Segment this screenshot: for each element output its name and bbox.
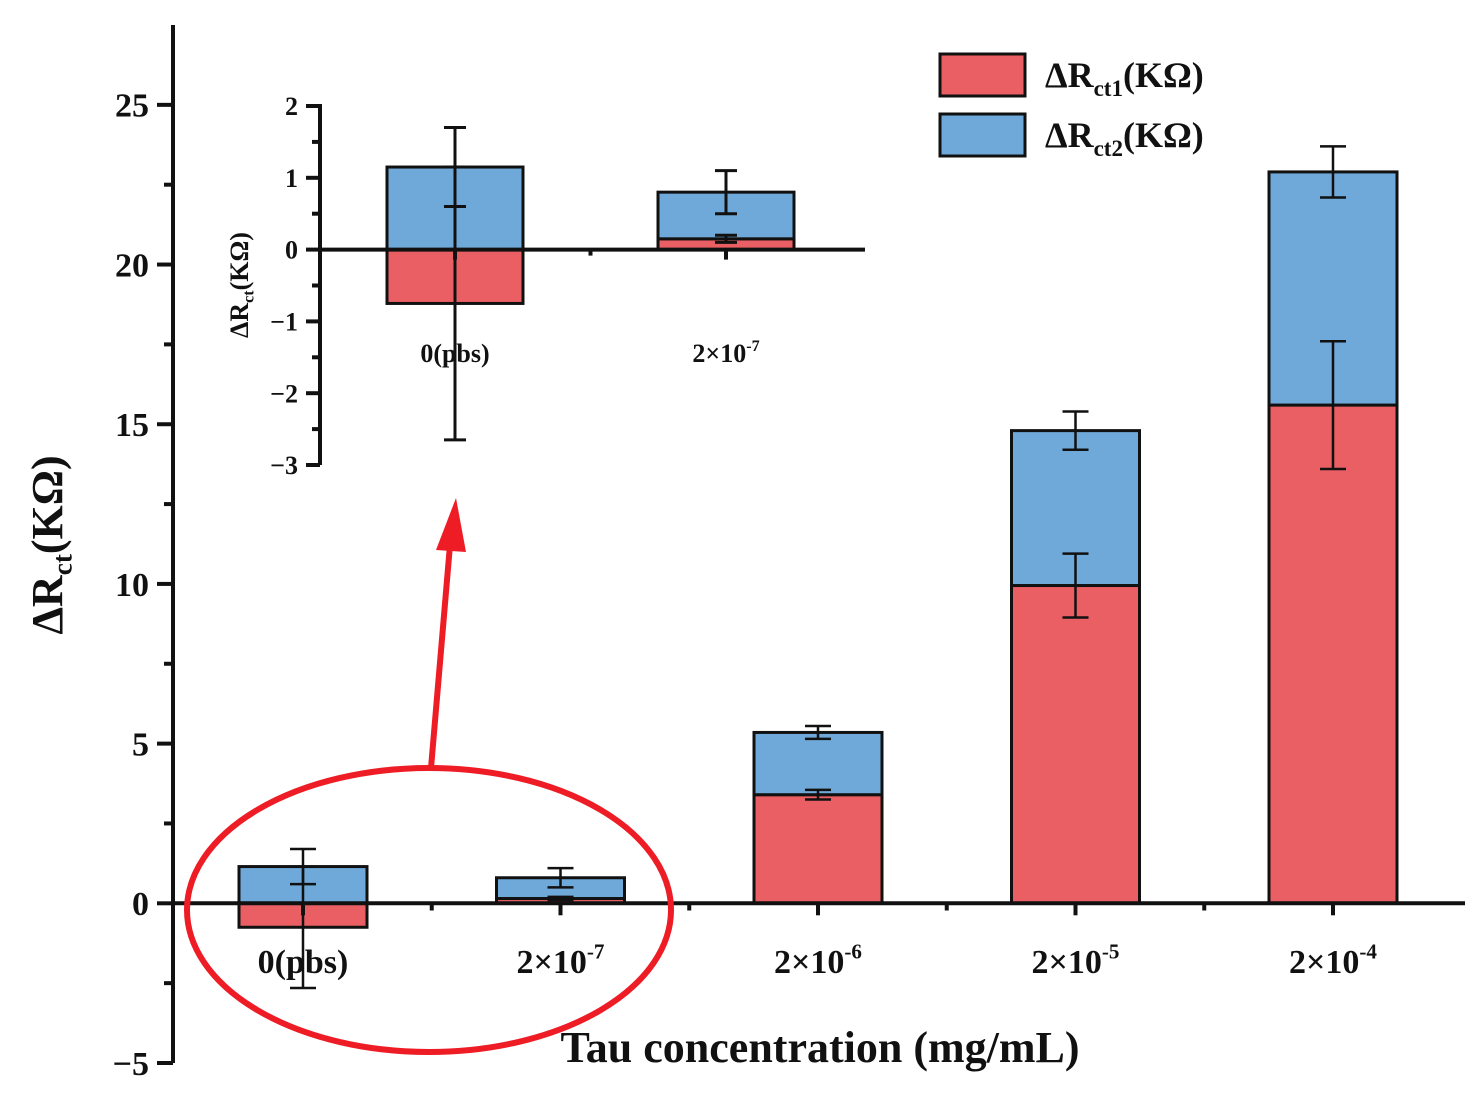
legend: ΔRct1(KΩ) ΔRct2(KΩ) [938, 52, 1204, 161]
main-category-label-3: 2×10-5 [1032, 940, 1120, 981]
inset-category-label-0: 0(pbs) [420, 339, 489, 368]
legend-swatch-1 [938, 52, 1027, 98]
main-errorbar-ct2-3 [1062, 410, 1089, 452]
main-category-label-0: 0(pbs) [258, 944, 349, 981]
inset-y-axis-title: ΔRct(KΩ) [225, 232, 258, 338]
main-errorbar-ct2-0 [290, 847, 316, 886]
main-errorbar-ct1-1 [547, 895, 574, 902]
legend-label-1: ΔRct1(KΩ) [1045, 55, 1204, 101]
main-category-label-1: 2×10-7 [517, 940, 605, 981]
main-y-axis-title: ΔRct(KΩ) [23, 455, 78, 634]
inset-ytick-label-0: −3 [270, 451, 298, 480]
main-category-label-4: 2×10-4 [1289, 940, 1377, 981]
zoom-arrow-shaft [428, 544, 453, 769]
inset-ytick-label-1: −2 [270, 379, 298, 408]
main-errorbar-ct2-1 [547, 866, 574, 889]
main-ytick-label-6: 25 [115, 88, 149, 125]
main-bar-ct2-2 [752, 730, 884, 797]
inset-ytick-label-3: 0 [285, 236, 298, 265]
main-bar-ct1-3 [1010, 584, 1141, 905]
inset-errorbar-ct2-0 [444, 126, 466, 209]
highlight-ellipse [184, 765, 674, 1055]
main-category-label-2: 2×10-6 [774, 940, 862, 981]
zoom-annotation [184, 498, 674, 1055]
main-ytick-label-4: 15 [115, 407, 149, 444]
inset-chart: −3 −2 −1 0 1 2 0(pbs) 2×10-7 ΔRct(KΩ) [225, 92, 865, 480]
main-errorbar-ct1-2 [805, 788, 831, 801]
main-ytick-label-3: 10 [115, 567, 149, 604]
main-ytick-label-2: 5 [132, 727, 149, 764]
inset-ytick-label-5: 2 [285, 92, 298, 121]
inset-ytick-label-4: 1 [285, 164, 298, 193]
inset-errorbar-ct1-1 [715, 233, 737, 244]
main-errorbar-ct1-4 [1320, 339, 1346, 471]
main-ytick-label-5: 20 [115, 247, 149, 284]
main-ytick-label-1: 0 [132, 886, 149, 923]
main-ytick-label-0: −5 [113, 1046, 149, 1083]
inset-category-label-1: 2×10-7 [692, 338, 759, 368]
main-errorbar-ct2-4 [1320, 145, 1346, 199]
main-bar-ct2-3 [1010, 429, 1141, 588]
main-bar-ct1-2 [752, 793, 884, 905]
inset-errorbar-ct2-1 [715, 169, 737, 216]
main-errorbar-ct2-2 [805, 724, 831, 741]
inset-ytick-label-2: −1 [270, 308, 298, 337]
main-errorbar-ct1-3 [1062, 552, 1089, 619]
main-x-axis-title: Tau concentration (mg/mL) [560, 1023, 1079, 1072]
legend-swatch-2 [938, 112, 1027, 158]
legend-label-2: ΔRct2(KΩ) [1045, 115, 1204, 161]
zoom-arrow-head [436, 498, 466, 552]
main-bar-ct1-4 [1267, 403, 1399, 905]
